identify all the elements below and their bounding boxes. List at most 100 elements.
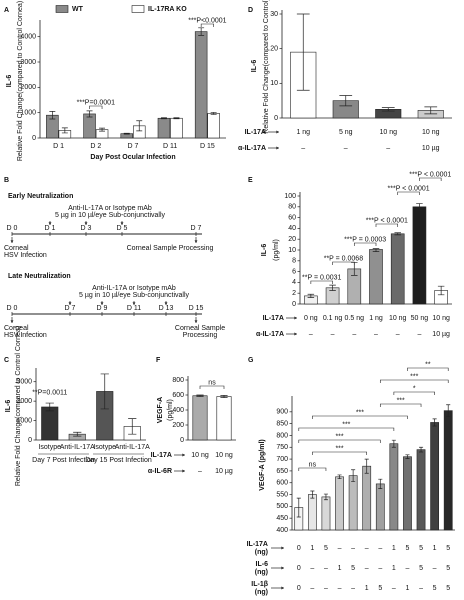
row-value: 0	[297, 545, 301, 552]
arrow-head	[276, 146, 279, 150]
row-value: –	[419, 585, 423, 592]
y-tick-label: 800	[172, 377, 184, 384]
row-value: 5	[324, 545, 328, 552]
row-value: –	[378, 565, 382, 572]
error-bar	[364, 458, 369, 474]
bar	[389, 443, 399, 531]
y-tick-label: 600	[276, 480, 288, 487]
error-bar	[296, 13, 310, 91]
error-bar	[61, 127, 68, 134]
arrow-head	[164, 302, 168, 305]
timeline-title: Late Neutralization	[8, 273, 71, 280]
significance-bracket	[312, 451, 368, 455]
row-value: 5	[446, 545, 450, 552]
y-tick-label: 0	[32, 135, 36, 142]
y-tick-label: 2	[292, 290, 296, 297]
y-tick-label: 20	[270, 46, 278, 53]
y-tick-label: 60	[288, 214, 296, 221]
y-tick-label: 2000	[20, 84, 36, 91]
bar	[412, 206, 427, 305]
row-value: 10 ng	[379, 129, 397, 136]
x-tick-label: D 7	[128, 143, 139, 150]
row-value: 5	[351, 565, 355, 572]
day-label: D 0	[7, 225, 18, 232]
panel-label: A	[4, 7, 9, 14]
y-tick-label: 650	[276, 468, 288, 475]
annotation: ***	[335, 433, 343, 440]
annotation: ***P < 0.0001	[409, 171, 451, 178]
row-value: 1	[433, 545, 437, 552]
row-value: –	[417, 331, 421, 338]
row-value: 0	[297, 585, 301, 592]
error-bar	[337, 474, 342, 480]
row-label: (ng)	[255, 589, 268, 596]
annotation: ***	[410, 373, 418, 380]
y-axis-sublabel: Relative Fold Change(compared to Control…	[263, 0, 270, 134]
y-axis-label: VEGF-A	[157, 397, 164, 423]
panel-label: G	[248, 357, 254, 364]
end-label: Processing	[183, 332, 218, 339]
bar	[443, 410, 453, 531]
x-tick-label: Isotype	[93, 444, 116, 451]
significance-bracket	[397, 191, 420, 195]
y-axis-label: IL-6	[6, 75, 13, 88]
y-axis-label: IL-6	[261, 244, 268, 257]
x-tick-label: D 11	[163, 143, 177, 150]
y-tick-label: 3000	[16, 379, 32, 386]
row-label: (ng)	[255, 549, 268, 556]
y-tick-label: 400	[172, 407, 184, 414]
day-label: D 1	[45, 225, 56, 232]
bar	[157, 117, 171, 139]
annotation: **P = 0.0031	[302, 274, 341, 281]
row-value: 10 µg	[432, 331, 450, 338]
row-label: (ng)	[255, 569, 268, 576]
row-value: –	[352, 331, 356, 338]
significance-bracket	[89, 105, 103, 109]
y-tick-label: 500	[276, 503, 288, 510]
y-tick-label: 200	[172, 422, 184, 429]
y-tick-label: 0	[274, 115, 278, 122]
y-tick-label: 3000	[20, 59, 36, 66]
row-label: α-IL-17A	[238, 145, 266, 152]
error-bar	[136, 120, 143, 132]
y-tick-label: 750	[276, 444, 288, 451]
row-value: –	[392, 585, 396, 592]
panel-label: F	[156, 357, 161, 364]
y-tick-label: 4	[292, 279, 296, 286]
y-axis-sublabel: Relative Fold Change(compared to Control…	[17, 1, 24, 161]
error-bar	[424, 106, 438, 115]
significance-bracket	[298, 427, 395, 431]
error-bar	[123, 132, 130, 135]
row-value: 5	[446, 565, 450, 572]
day-label: D 13	[159, 305, 174, 312]
row-value: 1	[338, 565, 342, 572]
row-value: 1	[365, 585, 369, 592]
y-axis-sublabel: (pg/ml)	[167, 399, 174, 421]
row-label: IL-17A	[151, 452, 172, 459]
y-tick-label: 450	[276, 515, 288, 522]
arrow-head	[294, 316, 297, 320]
arrow-head	[132, 302, 136, 305]
start-label: HSV Infection	[4, 252, 47, 259]
timeline-title: Early Neutralization	[8, 193, 73, 200]
y-tick-label: 400	[276, 527, 288, 534]
bar	[362, 465, 372, 531]
row-value: –	[310, 585, 314, 592]
row-value: 10 µg	[215, 468, 233, 475]
day-label: D 11	[127, 305, 141, 312]
arrow-head	[281, 566, 284, 570]
row-value: 10 ng	[389, 315, 407, 322]
row-value: –	[324, 585, 328, 592]
significance-bracket	[298, 439, 381, 443]
error-bar	[323, 493, 328, 501]
arrow-head	[120, 222, 124, 225]
arrow-head	[10, 240, 14, 243]
y-tick-label: 40	[288, 225, 296, 232]
error-bar	[378, 478, 383, 489]
start-label: Corneal	[4, 245, 29, 252]
row-value: 0 ng	[304, 315, 318, 322]
y-tick-label: 850	[276, 420, 288, 427]
bar	[170, 117, 183, 139]
treatment-label: 5 µg in 10 µl/eye Sub-conjunctivally	[79, 292, 190, 299]
